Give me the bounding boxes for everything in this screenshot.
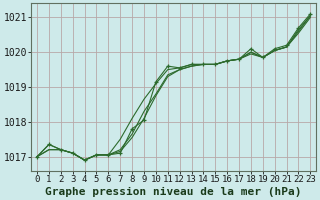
X-axis label: Graphe pression niveau de la mer (hPa): Graphe pression niveau de la mer (hPa) xyxy=(45,186,302,197)
